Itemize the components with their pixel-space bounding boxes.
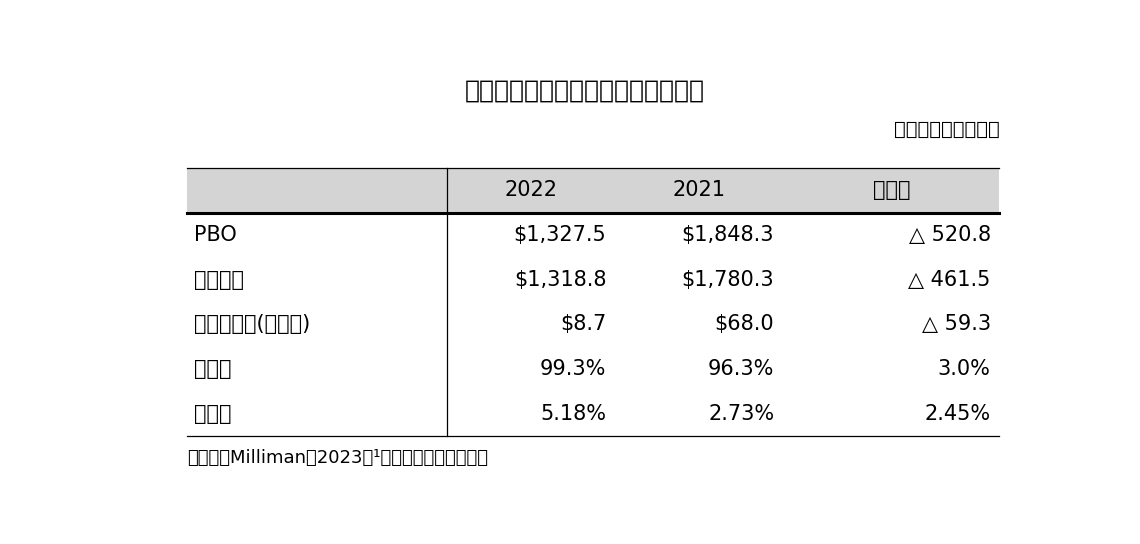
Text: 3.0%: 3.0% xyxy=(938,359,991,379)
Text: 年金資産: 年金資産 xyxy=(194,270,244,289)
Text: $1,780.3: $1,780.3 xyxy=(682,270,774,289)
Text: 積立不足額(超過額): 積立不足額(超過額) xyxy=(194,314,310,334)
Text: 積立率: 積立率 xyxy=(194,359,231,379)
Text: △ 461.5: △ 461.5 xyxy=(909,270,991,289)
Text: 2.73%: 2.73% xyxy=(708,404,774,424)
Text: （出所）Milliman（2023）¹のデータに基づき作成: （出所）Milliman（2023）¹のデータに基づき作成 xyxy=(187,449,488,467)
Text: $8.7: $8.7 xyxy=(560,314,606,334)
Text: △ 520.8: △ 520.8 xyxy=(909,225,991,245)
Text: （単位：百万ドル）: （単位：百万ドル） xyxy=(894,120,1000,139)
Text: 図表１：企業年金の財政状態の状況: 図表１：企業年金の財政状態の状況 xyxy=(464,78,705,102)
Text: $68.0: $68.0 xyxy=(715,314,774,334)
Text: 99.3%: 99.3% xyxy=(540,359,606,379)
Text: $1,848.3: $1,848.3 xyxy=(682,225,774,245)
Text: 2022: 2022 xyxy=(505,180,557,200)
Text: $1,327.5: $1,327.5 xyxy=(514,225,606,245)
Text: PBO: PBO xyxy=(194,225,236,245)
Text: 変化率: 変化率 xyxy=(872,180,910,200)
Text: 5.18%: 5.18% xyxy=(540,404,606,424)
Text: $1,318.8: $1,318.8 xyxy=(514,270,606,289)
Text: 2021: 2021 xyxy=(673,180,725,200)
Text: 2.45%: 2.45% xyxy=(925,404,991,424)
Text: 96.3%: 96.3% xyxy=(708,359,774,379)
Text: △ 59.3: △ 59.3 xyxy=(921,314,991,334)
Text: 割引率: 割引率 xyxy=(194,404,231,424)
Bar xyxy=(187,168,1000,213)
